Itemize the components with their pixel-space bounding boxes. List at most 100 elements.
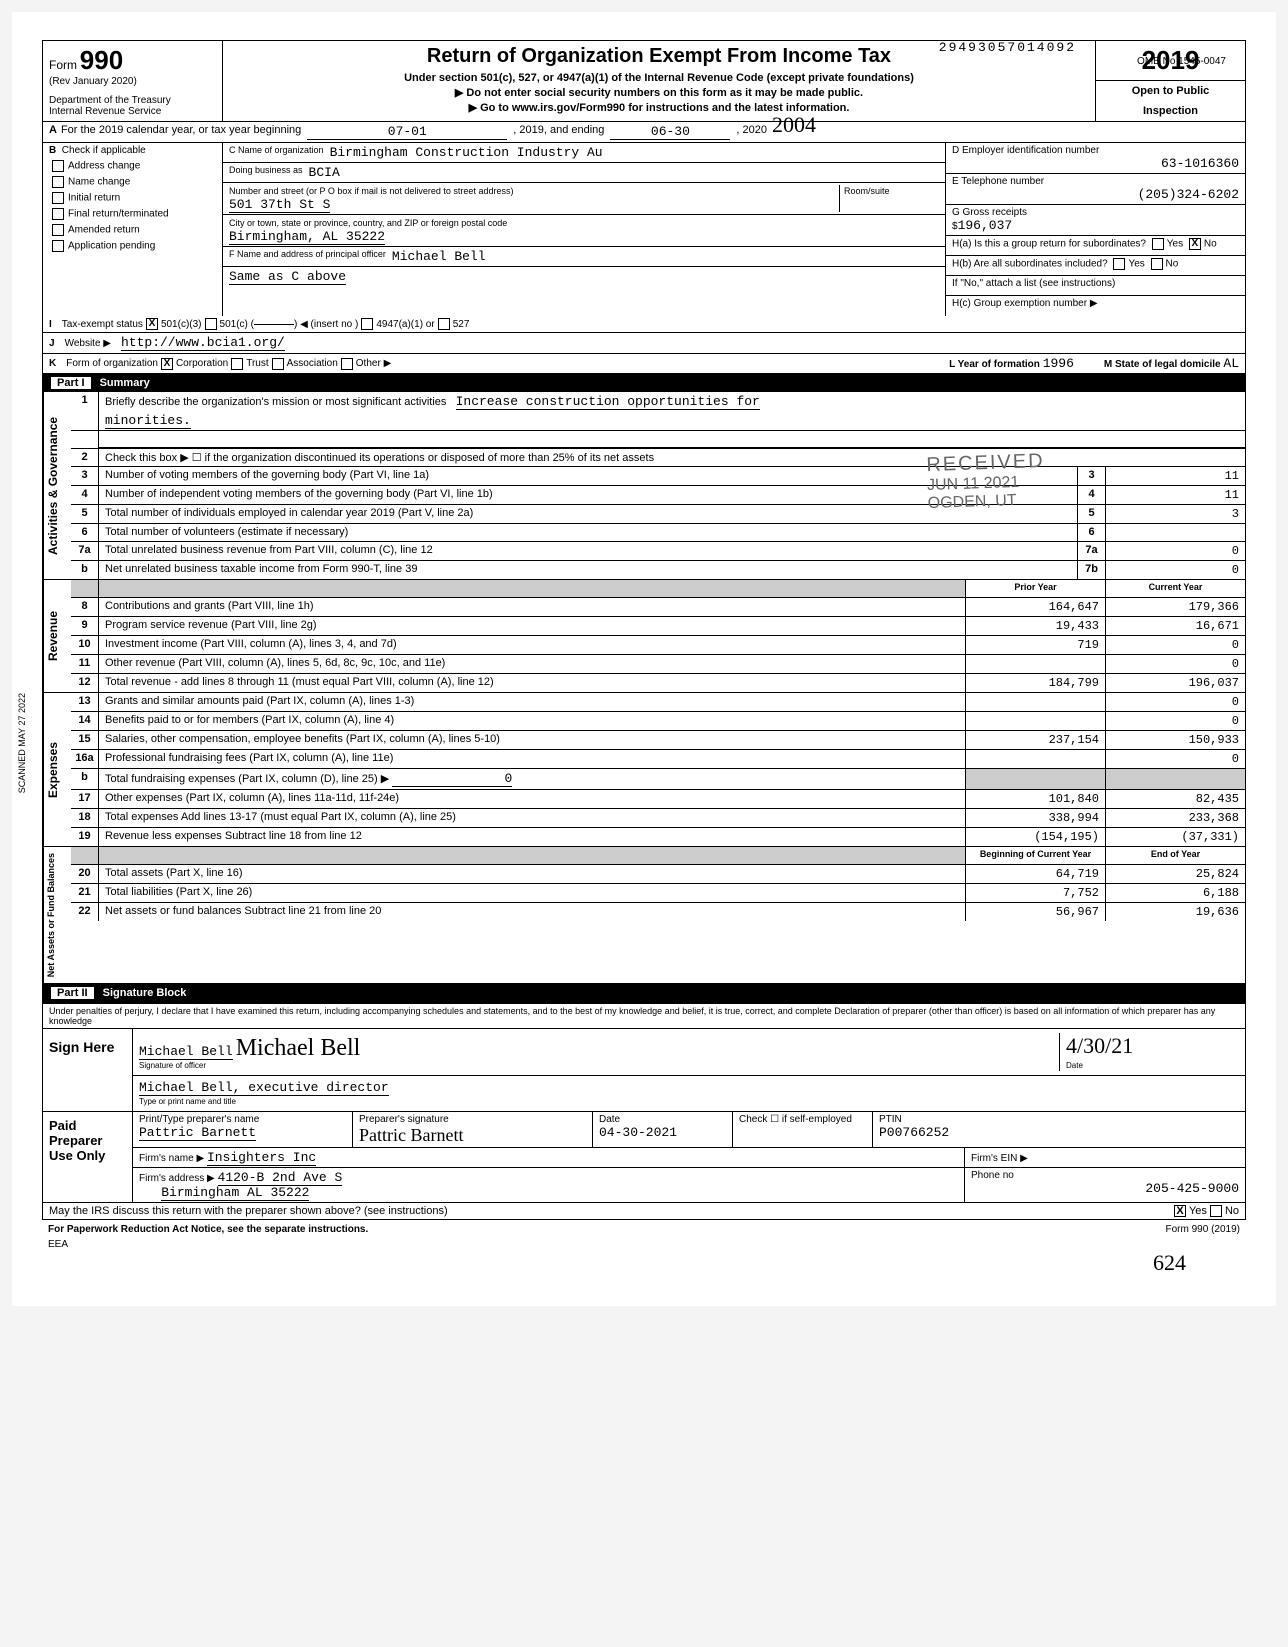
telephone: (205)324-6202 [952, 187, 1239, 202]
summary-exp: Expenses 13Grants and similar amounts pa… [42, 693, 1246, 847]
cb-amended[interactable] [52, 224, 64, 236]
cb-4947[interactable] [361, 318, 373, 330]
ty-begin: 07-01 [307, 124, 507, 140]
org-name: Birmingham Construction Industry Au [330, 145, 603, 160]
subtitle-3: ▶ Go to www.irs.gov/Form990 for instruct… [233, 101, 1085, 114]
cb-501c[interactable] [205, 318, 217, 330]
pp-name: Pattric Barnett [139, 1125, 256, 1141]
b-name-change: Name change [68, 177, 130, 188]
header-left: Form 990 (Rev January 2020) Department o… [43, 41, 223, 121]
cb-application-pending[interactable] [52, 240, 64, 252]
officer-signature: Michael Bell [236, 1035, 361, 1061]
sign-here: Sign Here [43, 1029, 133, 1111]
part1-title: Summary [100, 377, 150, 389]
l21-beg: 7,752 [965, 884, 1105, 902]
cb-association[interactable] [272, 358, 284, 370]
cb-corporation[interactable] [161, 358, 173, 370]
pp-addr2: Birmingham AL 35222 [161, 1185, 309, 1201]
room-label: Room/suite [844, 186, 890, 196]
pp-phone: 205-425-9000 [971, 1181, 1239, 1196]
form-word: Form [49, 58, 77, 72]
l7a-box: 7a [1077, 542, 1105, 560]
b-label: B [49, 145, 56, 156]
l11-text: Other revenue (Part VIII, column (A), li… [99, 655, 965, 673]
l21-end: 6,188 [1105, 884, 1245, 902]
f-label: F Name and address of principal officer [229, 249, 386, 264]
l16a-num: 16a [71, 750, 99, 768]
l19-text: Revenue less expenses Subtract line 18 f… [99, 828, 965, 846]
b-intro: Check if applicable [62, 145, 146, 156]
i-4947: 4947(a)(1) or [376, 319, 434, 330]
cb-final-return[interactable] [52, 208, 64, 220]
cb-address-change[interactable] [52, 160, 64, 172]
i-501c: 501(c) ( [220, 319, 254, 330]
pp-addr1: 4120-B 2nd Ave S [218, 1170, 343, 1186]
cb-trust[interactable] [231, 358, 243, 370]
l12-num: 12 [71, 674, 99, 692]
part1-header: Part I Summary [42, 374, 1246, 392]
g-label: G Gross receipts [952, 207, 1027, 218]
year-formation: 1996 [1043, 356, 1074, 371]
l13-prior [965, 693, 1105, 711]
b-initial-return: Initial return [68, 193, 120, 204]
cb-discuss-yes[interactable] [1174, 1205, 1186, 1217]
l15-text: Salaries, other compensation, employee b… [99, 731, 965, 749]
l-label: L Year of formation [949, 359, 1040, 370]
l20-num: 20 [71, 865, 99, 883]
l1-num: 1 [71, 392, 99, 411]
cb-ha-no[interactable] [1189, 238, 1201, 250]
l19-curr: (37,331) [1105, 828, 1245, 846]
paid-preparer: Paid Preparer Use Only Print/Type prepar… [42, 1112, 1246, 1203]
mission-line2: minorities. [105, 413, 191, 429]
pp-sig-label: Preparer's signature [359, 1114, 449, 1125]
street: 501 37th St S [229, 197, 330, 213]
pp-ein-label: Firm's EIN ▶ [971, 1153, 1028, 1164]
l22-beg: 56,967 [965, 903, 1105, 921]
l20-beg: 64,719 [965, 865, 1105, 883]
pp-date: 04-30-2021 [599, 1125, 677, 1140]
pp-name-label: Print/Type preparer's name [139, 1114, 259, 1125]
inspection: Inspection [1096, 101, 1245, 121]
pp-phone-label: Phone no [971, 1170, 1014, 1181]
b-final-return: Final return/terminated [68, 209, 169, 220]
cb-other[interactable] [341, 358, 353, 370]
ty-end: 06-30 [610, 124, 730, 140]
cb-name-change[interactable] [52, 176, 64, 188]
l16b-num: b [71, 769, 99, 789]
page-footer: For Paperwork Reduction Act Notice, see … [42, 1220, 1246, 1239]
omb-number: OMB No 1545-0047 [1137, 56, 1226, 67]
ein: 63-1016360 [952, 156, 1239, 171]
cb-initial-return[interactable] [52, 192, 64, 204]
l1-text: Briefly describe the organization's miss… [105, 396, 446, 408]
j-text: Website ▶ [65, 338, 111, 349]
l4-box: 4 [1077, 486, 1105, 504]
cb-501c3[interactable] [146, 318, 158, 330]
open-to-public: Open to Public [1096, 81, 1245, 101]
d-label: D Employer identification number [952, 145, 1099, 156]
l11-num: 11 [71, 655, 99, 673]
l3-box: 3 [1077, 467, 1105, 485]
sig-date: 4/30/21 [1066, 1033, 1133, 1058]
cb-ha-yes[interactable] [1152, 238, 1164, 250]
l13-num: 13 [71, 693, 99, 711]
e-label: E Telephone number [952, 176, 1044, 187]
l12-prior: 184,799 [965, 674, 1105, 692]
cb-discuss-no[interactable] [1210, 1205, 1222, 1217]
officer-title: Michael Bell, executive director [139, 1080, 389, 1096]
subtitle-2: ▶ Do not enter social security numbers o… [233, 86, 1085, 99]
b-amended: Amended return [68, 225, 140, 236]
l4-val: 11 [1105, 486, 1245, 504]
l7a-val: 0 [1105, 542, 1245, 560]
discuss-row: May the IRS discuss this return with the… [42, 1203, 1246, 1220]
l14-text: Benefits paid to or for members (Part IX… [99, 712, 965, 730]
discuss-yes: Yes [1189, 1205, 1207, 1217]
stamp-received-text: RECEIVED [926, 450, 1045, 477]
cb-hb-no[interactable] [1151, 258, 1163, 270]
b-application-pending: Application pending [68, 241, 155, 252]
l11-curr: 0 [1105, 655, 1245, 673]
header-right: 2019 Open to Public Inspection [1095, 41, 1245, 121]
website: http://www.bcia1.org/ [121, 335, 285, 351]
cb-hb-yes[interactable] [1113, 258, 1125, 270]
cb-527[interactable] [438, 318, 450, 330]
l18-text: Total expenses Add lines 13-17 (must equ… [99, 809, 965, 827]
